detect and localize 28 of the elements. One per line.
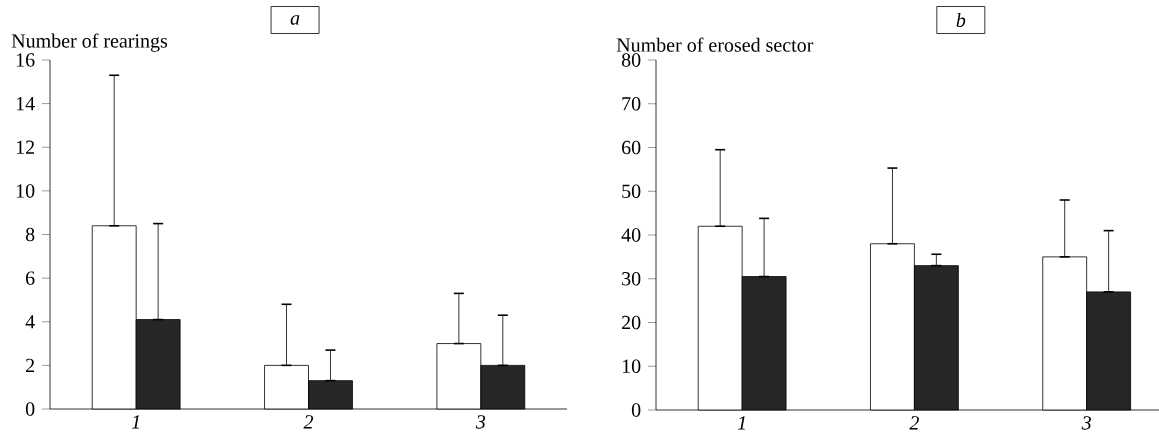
y-tick-label: 0 — [25, 402, 35, 416]
y-tick-label: 4 — [25, 315, 35, 329]
y-axis-title: Number of erosed sector — [616, 37, 814, 52]
y-tick-label: 8 — [25, 227, 35, 242]
y-tick-label: 12 — [16, 140, 35, 154]
y-tick-label: 70 — [622, 97, 641, 111]
y-tick-label: 20 — [622, 315, 641, 330]
x-tick-label: 1 — [131, 415, 140, 429]
y-tick-label: 16 — [16, 53, 35, 67]
y-tick-label: 80 — [621, 53, 641, 67]
y-tick-label: 60 — [622, 140, 641, 155]
y-tick-label: 2 — [26, 358, 35, 372]
x-tick-label: 1 — [737, 416, 745, 430]
y-tick-label: 10 — [16, 184, 35, 198]
y-axis-title: Number of rearings — [11, 33, 168, 52]
chart-title: b — [956, 12, 966, 28]
y-tick-label: 40 — [621, 228, 641, 242]
x-tick-label: 3 — [475, 415, 486, 429]
y-tick-label: 50 — [622, 184, 641, 199]
y-tick-label: 6 — [25, 271, 35, 285]
chart-title: a — [290, 15, 300, 25]
x-tick-label: 3 — [1081, 416, 1091, 430]
x-tick-label: 2 — [303, 415, 314, 429]
y-tick-label: 30 — [622, 272, 641, 286]
y-tick-label: 14 — [16, 97, 35, 111]
y-tick-label: 10 — [622, 359, 641, 374]
y-tick-label: 0 — [631, 403, 641, 417]
x-tick-label: 2 — [909, 416, 919, 430]
